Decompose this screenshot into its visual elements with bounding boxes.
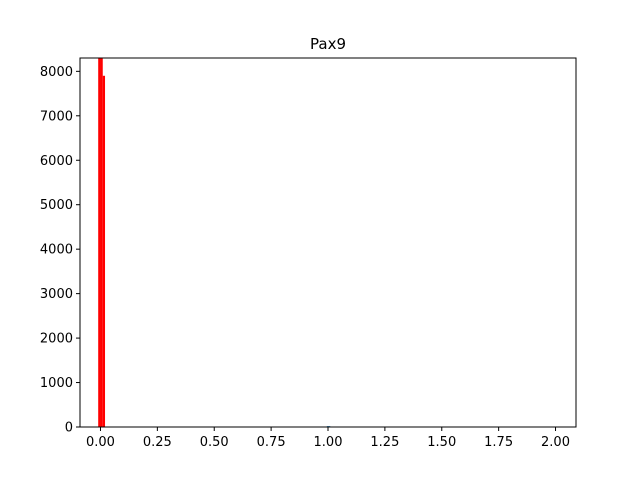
x-axis: 0.00 0.25 0.50 0.75 1.00 1.25 1.50 1.75 2.00 xyxy=(86,427,570,450)
x-tick-label: 0.50 xyxy=(200,435,229,450)
y-tick-label: 4000 xyxy=(40,243,73,258)
histogram-bar xyxy=(102,75,106,427)
x-tick-label: 0.75 xyxy=(257,435,286,450)
histogram-bar xyxy=(98,58,101,427)
x-tick-label: 0.00 xyxy=(86,435,115,450)
x-tick-label: 1.00 xyxy=(314,435,343,450)
y-tick-label: 0 xyxy=(65,421,73,436)
plot-frame xyxy=(79,57,577,428)
x-tick-label: 2.00 xyxy=(541,435,570,450)
y-axis: 0 1000 2000 3000 4000 5000 6000 7000 8000 xyxy=(40,65,80,436)
y-tick-label: 1000 xyxy=(40,376,73,391)
x-tick-label: 1.50 xyxy=(427,435,456,450)
x-tick-label: 1.75 xyxy=(484,435,513,450)
y-tick-label: 2000 xyxy=(40,332,73,347)
y-tick-label: 8000 xyxy=(40,65,73,80)
y-tick-label: 5000 xyxy=(40,198,73,213)
y-tick-label: 3000 xyxy=(40,287,73,302)
x-tick-label: 0.25 xyxy=(143,435,172,450)
y-tick-label: 7000 xyxy=(40,109,73,124)
chart-title: Pax9 xyxy=(310,35,346,53)
y-tick-label: 6000 xyxy=(40,154,73,169)
histogram-bar xyxy=(100,58,103,427)
x-tick-label: 1.25 xyxy=(370,435,399,450)
